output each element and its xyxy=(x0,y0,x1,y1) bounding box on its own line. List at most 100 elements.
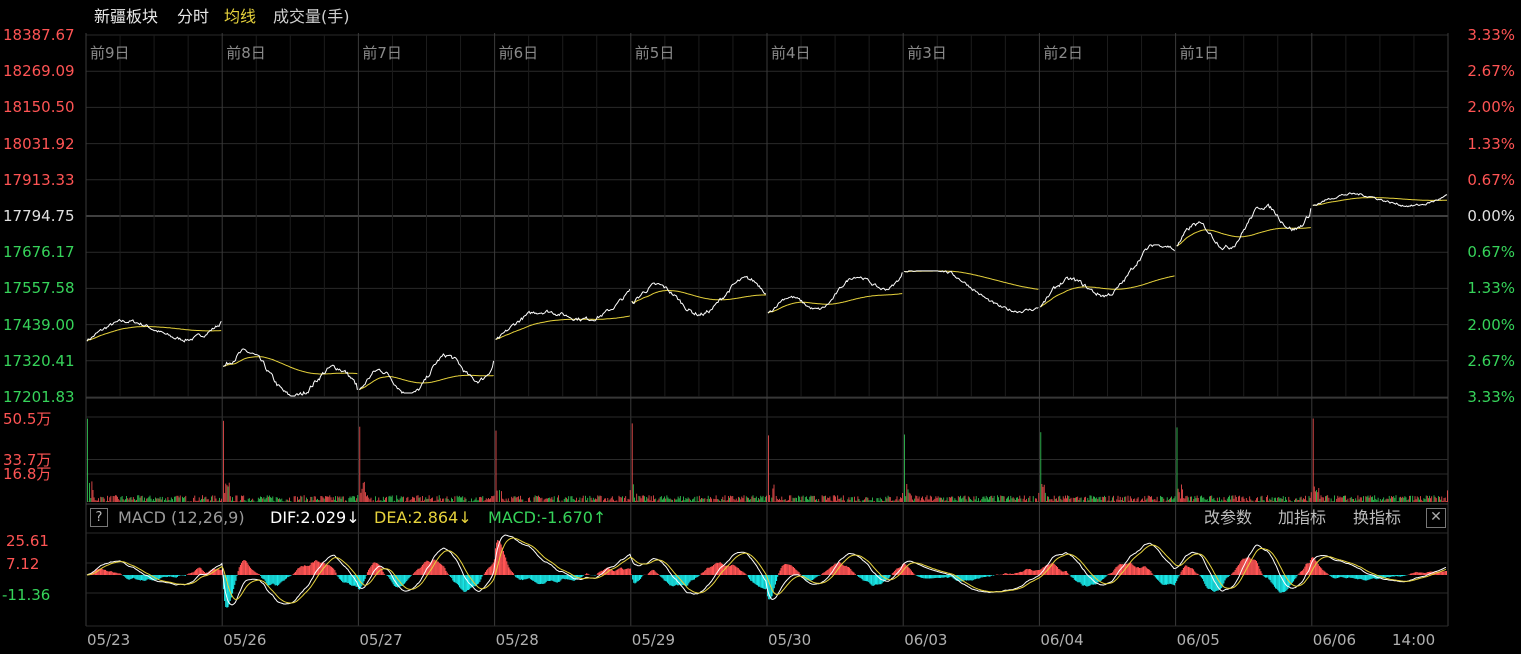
volume-bar xyxy=(1419,499,1420,502)
macd-histogram-bar xyxy=(511,572,513,575)
close-icon[interactable]: ✕ xyxy=(1426,508,1446,528)
volume-bar xyxy=(1073,498,1075,502)
macd-histogram-bar xyxy=(299,567,301,575)
volume-bar xyxy=(902,493,903,502)
volume-bar xyxy=(419,497,421,502)
volume-bar xyxy=(1421,499,1423,502)
switch-indicator-button[interactable]: 换指标 xyxy=(1353,508,1402,527)
macd-histogram-bar xyxy=(1269,575,1271,581)
volume-bar xyxy=(1413,500,1415,502)
volume-bar xyxy=(631,423,633,502)
macd-histogram-bar xyxy=(931,575,933,579)
volume-bar xyxy=(959,497,960,502)
macd-histogram-bar xyxy=(992,575,994,576)
macd-histogram-bar xyxy=(1098,575,1100,582)
macd-histogram-bar xyxy=(671,575,673,586)
macd-histogram-bar xyxy=(1281,575,1283,593)
volume-bar xyxy=(1080,497,1082,502)
macd-histogram-bar xyxy=(439,563,441,575)
volume-bar xyxy=(625,496,627,502)
macd-histogram-bar xyxy=(1016,573,1018,575)
macd-histogram-bar xyxy=(316,560,318,575)
macd-histogram-bar xyxy=(939,575,941,578)
volume-bar xyxy=(1366,496,1368,502)
macd-histogram-bar xyxy=(528,575,530,579)
macd-histogram-bar xyxy=(1032,570,1034,575)
macd-histogram-bar xyxy=(319,562,321,575)
volume-bar xyxy=(1405,497,1407,502)
volume-bar xyxy=(1117,495,1119,502)
macd-histogram-bar xyxy=(1023,570,1025,575)
macd-histogram-bar xyxy=(910,570,912,575)
add-indicator-button[interactable]: 加指标 xyxy=(1278,508,1327,527)
volume-bar xyxy=(91,481,93,502)
macd-histogram-bar xyxy=(232,575,234,594)
volume-bar xyxy=(898,499,900,502)
macd-histogram-bar xyxy=(597,573,599,575)
macd-histogram-bar xyxy=(695,575,697,578)
macd-histogram-bar xyxy=(1275,575,1277,589)
macd-histogram-bar xyxy=(978,575,980,579)
macd-histogram-bar xyxy=(807,575,809,581)
volume-bar xyxy=(1053,495,1055,502)
macd-histogram-bar xyxy=(524,575,526,580)
macd-histogram-bar xyxy=(451,575,453,579)
macd-histogram-bar xyxy=(1314,559,1316,575)
macd-histogram-bar xyxy=(778,573,780,575)
volume-bar xyxy=(1358,499,1360,502)
volume-bar xyxy=(265,497,267,502)
volume-bar xyxy=(784,499,786,502)
macd-histogram-bar xyxy=(895,569,897,575)
macd-histogram-bar xyxy=(1397,575,1399,577)
macd-histogram-bar xyxy=(1034,570,1036,575)
volume-bar xyxy=(797,501,798,502)
macd-histogram-bar xyxy=(1063,571,1065,575)
volume-bar xyxy=(149,495,151,502)
help-icon[interactable]: ? xyxy=(90,508,108,527)
volume-bar xyxy=(1001,496,1003,502)
macd-histogram-bar xyxy=(1118,564,1120,575)
macd-histogram-bar xyxy=(942,575,944,578)
volume-bar xyxy=(803,501,805,502)
macd-histogram-bar xyxy=(334,570,336,575)
volume-bar xyxy=(1134,498,1136,502)
tab-volume[interactable]: 成交量(手) xyxy=(273,7,350,26)
tab-minute-chart[interactable]: 分时 xyxy=(177,7,210,26)
macd-histogram-bar xyxy=(614,571,616,575)
volume-bar xyxy=(1052,500,1054,502)
volume-bar xyxy=(1084,497,1085,502)
volume-bar xyxy=(480,496,481,502)
tab-average-line[interactable]: 均线 xyxy=(224,7,257,26)
volume-bar xyxy=(1025,500,1026,502)
volume-bar xyxy=(463,500,465,502)
macd-histogram-bar xyxy=(813,575,815,580)
volume-bar xyxy=(876,498,878,502)
macd-histogram-bar xyxy=(259,574,261,575)
macd-histogram-bar xyxy=(640,575,642,579)
volume-bar xyxy=(533,497,535,502)
change-params-button[interactable]: 改参数 xyxy=(1204,508,1253,527)
macd-histogram-bar xyxy=(860,575,862,579)
macd-histogram-bar xyxy=(656,573,658,575)
macd-histogram-bar xyxy=(599,571,601,575)
macd-histogram-bar xyxy=(1324,571,1326,575)
macd-histogram-bar xyxy=(401,575,403,586)
volume-bar xyxy=(619,497,621,502)
macd-histogram-bar xyxy=(332,567,334,575)
volume-bar xyxy=(592,497,594,502)
volume-bar xyxy=(987,497,988,502)
macd-histogram-bar xyxy=(507,564,509,575)
volume-bar xyxy=(1266,497,1267,502)
macd-histogram-bar xyxy=(273,575,275,585)
macd-histogram-bar xyxy=(735,566,737,575)
volume-bar xyxy=(94,500,96,502)
volume-bar xyxy=(834,495,835,502)
volume-bar xyxy=(739,497,740,502)
volume-bar xyxy=(234,501,236,502)
volume-bar xyxy=(1148,495,1150,502)
macd-histogram-bar xyxy=(970,575,972,581)
macd-histogram-bar xyxy=(727,565,729,575)
volume-bar xyxy=(327,496,328,502)
macd-histogram-bar xyxy=(1128,563,1130,575)
macd-histogram-bar xyxy=(474,575,476,587)
